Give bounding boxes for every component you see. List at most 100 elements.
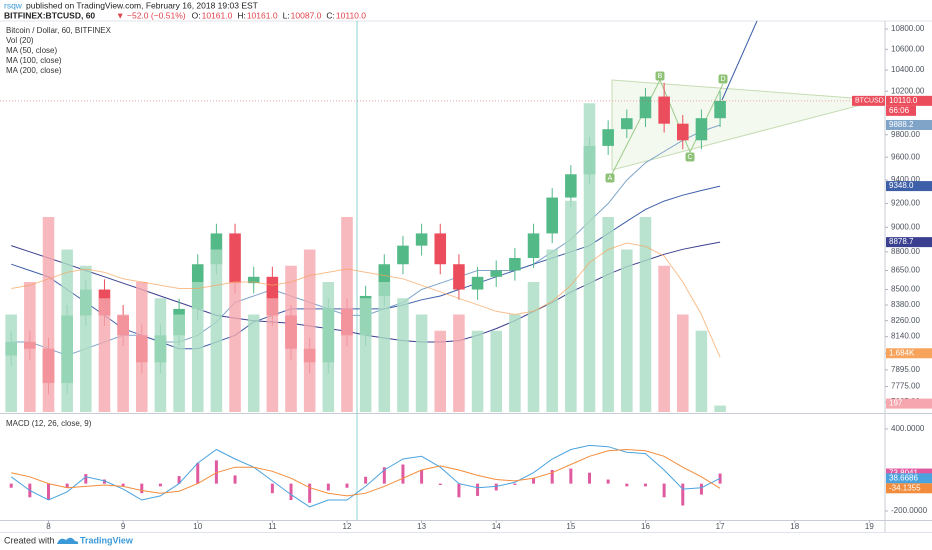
macd-histogram-bar [9,483,13,488]
macd-histogram-bar [457,483,461,498]
ohlc-key: H: [237,10,246,20]
ma-value-label: 9348.0 [889,181,914,190]
x-tick-label: 19 [865,522,874,531]
ma-value-label: 9888.2 [889,120,914,129]
macd-histogram-bar [438,483,442,485]
macd-histogram-bar [662,483,666,498]
volume-bar [527,282,540,412]
macd-line [10,444,721,508]
y-tick-label: 10200.00 [891,86,925,95]
volume-bar [322,282,335,412]
y2-tick-label: -200.0000 [891,506,928,515]
macd-histogram-bar [606,479,610,484]
candle-body [527,233,540,259]
x-tick-label: 8 [46,522,51,531]
x-tick-label: 12 [343,522,352,531]
macd-histogram-bar [326,483,330,491]
macd-histogram-bar [643,483,647,487]
x-tick-label: 9 [121,522,126,531]
volume-bar [24,282,36,412]
ohlc-value: 10161.0 [247,10,278,20]
pattern-legs [611,78,724,175]
candle-body [565,174,577,198]
pattern-label: A [608,175,613,182]
macd-histogram-bar [177,476,181,484]
volume-bar [415,314,428,412]
volume-bar [135,282,148,412]
x-tick-label: 18 [790,522,799,531]
y-tick-label: 8500.00 [891,285,920,294]
macd-histogram-bar [158,483,162,487]
candle-body [490,270,503,277]
ma-value-label: 8878.7 [889,237,914,246]
volume-bar [210,249,223,412]
publisher[interactable]: rsqw [4,0,23,10]
volume-bar [266,298,279,412]
macd-value-label: -34.1355 [889,483,921,492]
volume-bar [676,314,689,412]
candle-body [639,96,652,119]
legend-entry: Bitcoin / Dollar, 60, BITFINEX [6,26,112,35]
y-tick-label: 9400.00 [891,175,920,184]
macd-histogram-bar [47,483,51,501]
candle-body [378,264,391,296]
candle-body [621,118,633,130]
y-tick-label: 10800.00 [891,24,925,33]
x-tick-label: 14 [492,522,501,531]
macd-histogram-bar [196,463,200,484]
candle-body [714,100,726,119]
volume-bar [583,103,596,412]
symbol-tag: BTCUSD [855,98,884,105]
y-tick-label: 9000.00 [891,222,920,231]
volume-bar [341,217,353,412]
candle-body [602,129,614,146]
candle-body [247,276,260,284]
published-text: published on TradingView.com, February 1… [26,0,258,10]
legend-entry: MA (50, close) [6,46,57,55]
y2-tick-label: 400.0000 [891,424,925,433]
pattern-label-bg [655,71,665,81]
macd-value-label-bg [886,483,932,494]
macd-histogram-bar [550,469,554,484]
candle-body [266,276,279,316]
volume-bar [98,298,111,412]
macd-histogram-bar [420,469,424,484]
legend-entry: MA (100, close) [6,56,62,65]
x-tick-label: 13 [417,522,426,531]
y-tick-label: 9200.00 [891,199,920,208]
volume-bar [80,265,92,412]
volume-bar [117,314,129,412]
volume-bar [621,249,633,412]
volume-ma-line [11,242,721,358]
macd-histogram-bar [84,474,88,484]
pattern-label: B [658,73,663,80]
macd-histogram-bar [588,472,592,484]
ma-value-label-bg [886,119,932,130]
volume-bar [247,314,260,412]
macd-histogram-bar [476,483,480,496]
macd-histogram-bar [513,483,517,485]
macd-histogram-bar [681,483,685,506]
pattern-label: D [720,76,725,83]
ohlc-key: L: [283,10,290,20]
macd-value-label: 38.6686 [889,473,918,482]
pattern-label-bg [685,152,695,162]
footer-brand[interactable]: TradingView [80,535,134,545]
volume-bar [397,298,409,412]
volume-bar [565,200,577,412]
volume-bar [509,314,521,412]
macd-histogram-bar [140,483,144,494]
candle-body [229,233,241,284]
volume-bar [490,330,503,412]
macd-histogram-bar [102,479,106,484]
volume-bar [453,314,465,412]
macd-histogram-bar [233,475,237,484]
macd-histogram-label: 73.8041 [889,469,918,478]
x-tick-label: 11 [268,522,277,531]
ma-value-label-bg [886,181,932,192]
countdown-bg [886,105,916,116]
volume-bar [471,330,484,412]
x-tick-label: 15 [566,522,575,531]
candle-body [509,258,521,271]
symbol: BITFINEX:BTCUSD, 60 [4,10,95,20]
